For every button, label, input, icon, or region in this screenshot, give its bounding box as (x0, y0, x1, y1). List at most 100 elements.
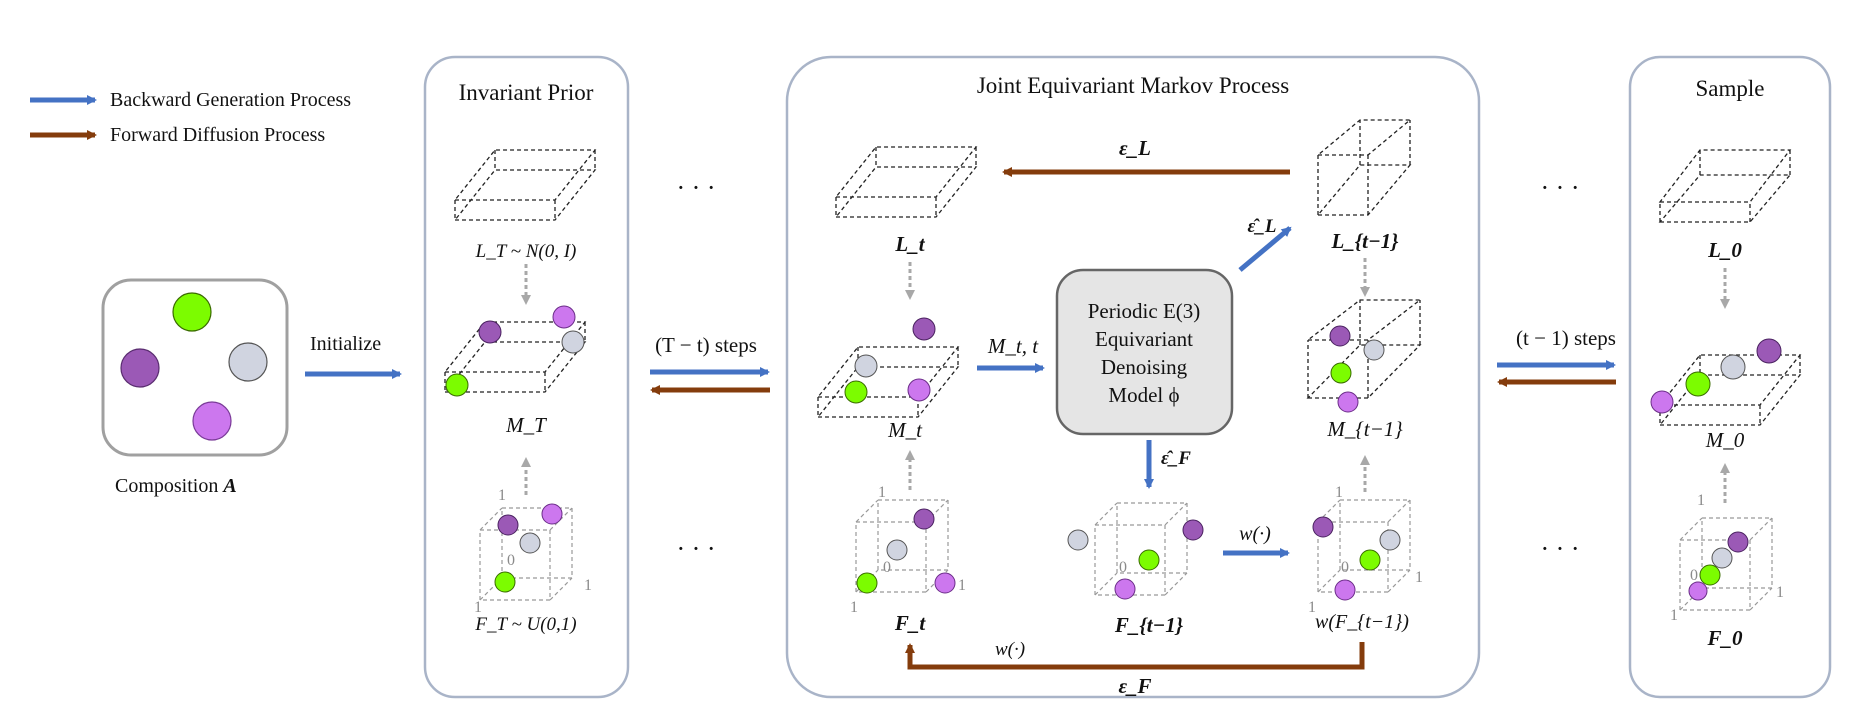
label-L0: L_0 (1707, 238, 1742, 262)
eps-F-arrow (905, 642, 1365, 670)
axis-FT-1c: 1 (584, 577, 592, 594)
axis-F0-1a: 1 (1697, 492, 1705, 509)
label-Ft: F_t (894, 611, 927, 635)
atom-F0-grey (1711, 547, 1733, 569)
axis-wF-1b: 1 (1308, 599, 1316, 616)
atom-M0-grey (1720, 354, 1746, 380)
ellipsis-right-bottom: · · · (1541, 534, 1580, 563)
atom-MT-grey (561, 330, 585, 354)
atom-Mt-grey (854, 354, 878, 378)
sample-panel: Sample L_0 M_0 1 0 1 1 F_0 (1628, 55, 1832, 699)
axis-FT-1b: 1 (474, 599, 482, 616)
atom-F0-green (1699, 564, 1721, 586)
axis-Ft1-0: 0 (1119, 559, 1127, 576)
atom-MT-purple (478, 320, 502, 344)
label-Ft1: F_{t−1} (1114, 613, 1184, 637)
ellipsis-left-bottom: · · · (677, 534, 716, 563)
joint-panel-title: Joint Equivariant Markov Process (977, 73, 1289, 98)
atom-Ft1-grey (1067, 529, 1089, 551)
atom-Mt1-purple (1329, 325, 1351, 347)
atom-Ft1-violet (1114, 578, 1136, 600)
axis-wF-1c: 1 (1415, 569, 1423, 586)
denoising-model-box (1055, 268, 1234, 436)
axis-Ft-1a: 1 (878, 484, 886, 501)
atom-Ft-grey (886, 539, 908, 561)
axis-F0-1b: 1 (1670, 607, 1678, 624)
atom-FT-grey (519, 532, 541, 554)
lattice-L0 (1658, 149, 1792, 223)
atom-Mt1-violet (1337, 391, 1359, 413)
label-M0: M_0 (1705, 428, 1745, 452)
composition-box (101, 278, 289, 457)
invariant-prior-panel: Invariant Prior L_T ~ N(0, I) M_T 1 0 1 … (423, 55, 630, 699)
label-Mt-t: M_t, t (987, 334, 1039, 358)
axis-Ft-1c: 1 (958, 577, 966, 594)
label-Mt1: M_{t−1} (1326, 417, 1403, 441)
legend: Backward Generation Process Forward Diff… (30, 89, 351, 146)
atom-wF-grey (1379, 529, 1401, 551)
label-Mt: M_t (887, 418, 923, 442)
atom-Ft1-purple (1182, 519, 1204, 541)
atom-Mt-purple (912, 317, 936, 341)
axis-wF-1a: 1 (1335, 484, 1343, 501)
atom-Ft-green (856, 572, 878, 594)
atom-Ft-violet (934, 572, 956, 594)
atom-Mt1-grey (1363, 339, 1385, 361)
label-Lt: L_t (894, 232, 925, 256)
composition-label: Composition A (115, 475, 237, 497)
label-F0: F_0 (1706, 626, 1743, 650)
axis-F0-0: 0 (1690, 567, 1698, 584)
label-wF: w(F_{t−1}) (1315, 611, 1409, 633)
axis-FT-1a: 1 (498, 487, 506, 504)
atom-F0-purple (1727, 531, 1749, 553)
atom-M0-purple (1756, 338, 1782, 364)
axis-Ft-1b: 1 (850, 599, 858, 616)
invariant-prior-border (423, 55, 630, 699)
joint-panel: Joint Equivariant Markov Process L_t ε_L… (785, 55, 1481, 699)
initialize-label: Initialize (310, 333, 381, 355)
axis-F0-1c: 1 (1776, 584, 1784, 601)
eps-L-hat-arrow (1238, 226, 1292, 272)
atom-FT-violet (541, 503, 563, 525)
axis-wF-0: 0 (1341, 559, 1349, 576)
atom-green (172, 292, 212, 332)
atom-M0-green (1685, 371, 1711, 397)
atom-M0-violet (1650, 390, 1674, 414)
atom-violet (192, 401, 232, 441)
atom-Mt1-green (1330, 362, 1352, 384)
axis-FT-0: 0 (507, 552, 515, 569)
atom-FT-purple (497, 514, 519, 536)
composition: Composition A (101, 278, 289, 497)
atom-F0-violet (1688, 581, 1708, 601)
label-MT: M_T (505, 413, 547, 437)
atom-Mt-violet (907, 378, 931, 402)
atom-Mt-green (844, 380, 868, 404)
ellipsis-right-top: · · · (1541, 173, 1580, 202)
atom-wF-violet (1334, 579, 1356, 601)
label-w-top: w(·) (1239, 523, 1271, 545)
model-line1: Periodic E(3) (1088, 299, 1201, 323)
label-eps-L: ε_L (1119, 136, 1151, 160)
atom-MT-green (445, 373, 469, 397)
model-line3: Denoising (1101, 355, 1188, 379)
lattice-Lt1 (1316, 119, 1412, 216)
steps-right-label: (t − 1) steps (1516, 326, 1616, 350)
axis-Ft-0: 0 (883, 559, 891, 576)
label-w-bottom: w(·) (995, 639, 1025, 660)
atom-wF-purple (1312, 516, 1334, 538)
label-eps-F: ε_F (1118, 674, 1151, 698)
label-LT: L_T ~ N(0, I) (475, 241, 577, 262)
label-Lt1: L_{t−1} (1330, 229, 1399, 253)
label-eps-F-hat: ε̂_F (1161, 448, 1191, 469)
label-FT: F_T ~ U(0,1) (474, 614, 576, 635)
ellipsis-left-top: · · · (677, 173, 716, 202)
atom-wF-green (1359, 549, 1381, 571)
legend-forward-label: Forward Diffusion Process (110, 124, 325, 146)
atom-Ft1-green (1138, 549, 1160, 571)
atom-FT-green (494, 571, 516, 593)
atom-MT-violet (552, 305, 576, 329)
atom-purple (120, 348, 160, 388)
invariant-prior-title: Invariant Prior (459, 80, 594, 105)
atom-grey (228, 342, 268, 382)
